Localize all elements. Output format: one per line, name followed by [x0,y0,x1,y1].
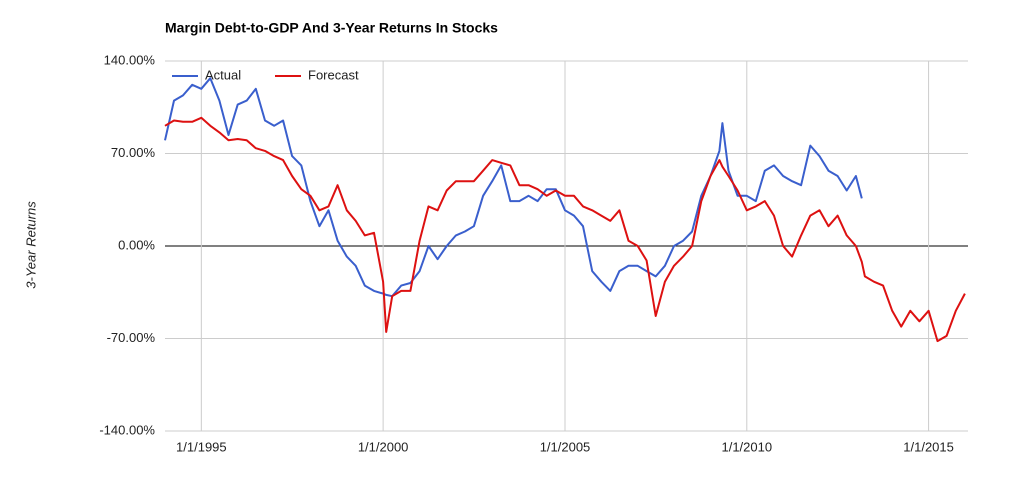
y-axis-label: 3-Year Returns [23,201,38,289]
legend-label: Actual [205,67,241,82]
chart-title: Margin Debt-to-GDP And 3-Year Returns In… [165,20,498,36]
x-tick-label: 1/1/2015 [903,439,954,454]
y-tick-label: 70.00% [111,145,156,160]
y-tick-label: 0.00% [118,237,155,252]
x-tick-label: 1/1/2010 [721,439,772,454]
x-tick-label: 1/1/1995 [176,439,227,454]
line-series [164,77,863,298]
x-tick-label: 1/1/2005 [540,439,591,454]
y-tick-label: 140.00% [104,52,156,67]
y-tick-label: -70.00% [107,330,156,345]
y-tick-label: -140.00% [99,422,155,437]
x-tick-label: 1/1/2000 [358,439,409,454]
line-series [164,116,966,343]
legend-label: Forecast [308,67,359,82]
